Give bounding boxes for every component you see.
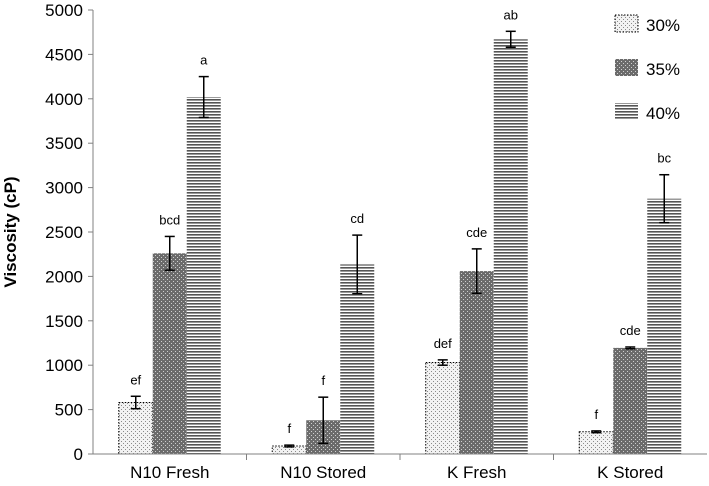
legend-swatch-40pct [615, 103, 638, 120]
y-tick-label: 0 [74, 445, 83, 464]
legend-label: 40% [646, 104, 680, 123]
bar-35pct-k-fresh [459, 271, 494, 454]
x-category-label: K Fresh [447, 463, 507, 482]
x-category-label: N10 Stored [280, 463, 366, 482]
bar-series-group [118, 39, 682, 455]
legend-swatch-35pct [615, 59, 638, 76]
bar-40pct-k-fresh [493, 39, 528, 454]
x-category-label: K Stored [597, 463, 663, 482]
y-tick-label: 5000 [45, 1, 83, 20]
significance-label: ab [504, 7, 518, 22]
y-axis-label: Viscosity (cP) [1, 176, 20, 287]
significance-label: bcd [159, 212, 180, 227]
significance-label: bc [657, 151, 671, 166]
bar-30pct-n10-stored [271, 445, 307, 455]
y-tick-label: 500 [55, 401, 83, 420]
significance-label: a [200, 53, 208, 68]
error-bars-group [130, 30, 670, 448]
bar-30pct-k-stored [578, 431, 614, 455]
legend-label: 30% [646, 16, 680, 35]
legend-swatch-30pct [614, 14, 639, 33]
legend-label: 35% [646, 60, 680, 79]
legend: 30% 35% 40% [614, 14, 680, 123]
y-tick-label: 2000 [45, 267, 83, 286]
significance-label: cde [466, 225, 487, 240]
y-tick-label: 4500 [45, 45, 83, 64]
significance-labels-group: ef f def f bcd f cde cde a cd ab bc [130, 7, 671, 436]
y-tick-label: 1500 [45, 312, 83, 331]
x-category-label: N10 Fresh [130, 463, 209, 482]
significance-label: def [434, 336, 452, 351]
y-tick-label: 2500 [45, 223, 83, 242]
x-axis-categories: N10 Fresh N10 Stored K Fresh K Stored [130, 454, 663, 482]
significance-label: f [594, 407, 598, 422]
bar-35pct-n10-fresh [152, 253, 187, 454]
significance-label: ef [130, 372, 141, 387]
bar-35pct-k-stored [613, 347, 648, 454]
significance-label: cde [620, 323, 641, 338]
y-tick-label: 3500 [45, 134, 83, 153]
significance-label: f [287, 421, 291, 436]
y-axis-ticks: 0 500 1000 1500 2000 2500 3000 3500 4000 4500 5000 [45, 1, 93, 464]
y-tick-label: 1000 [45, 356, 83, 375]
bar-40pct-n10-fresh [186, 97, 221, 455]
y-tick-label: 4000 [45, 90, 83, 109]
bar-30pct-k-fresh [425, 362, 461, 455]
bar-40pct-k-stored [647, 198, 682, 454]
y-tick-label: 3000 [45, 179, 83, 198]
bar-30pct-n10-fresh [118, 401, 154, 455]
significance-label: cd [350, 211, 364, 226]
bar-40pct-n10-stored [340, 264, 375, 454]
significance-label: f [321, 373, 325, 388]
